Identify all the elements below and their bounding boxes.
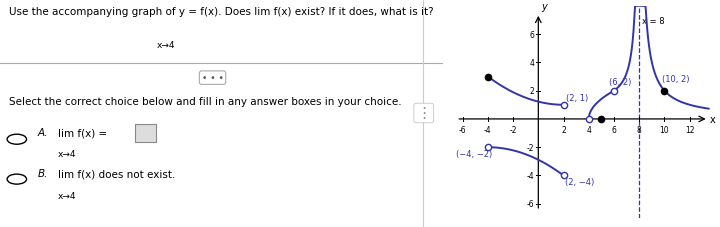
Text: lim f(x) does not exist.: lim f(x) does not exist. (58, 169, 175, 179)
Text: (−4, −2): (−4, −2) (456, 149, 492, 158)
Text: x: x (710, 114, 716, 124)
Text: • • •: • • • (202, 74, 223, 83)
Text: 12: 12 (685, 125, 695, 134)
Text: y: y (541, 2, 546, 12)
Text: 6: 6 (611, 125, 616, 134)
Text: (6, 2): (6, 2) (609, 77, 631, 86)
Text: 4: 4 (530, 59, 534, 68)
Text: 2: 2 (561, 125, 566, 134)
Text: x = 8: x = 8 (642, 17, 665, 26)
Text: (10, 2): (10, 2) (662, 74, 690, 83)
FancyBboxPatch shape (135, 125, 156, 142)
Text: x→4: x→4 (58, 191, 76, 200)
Text: lim f(x) =: lim f(x) = (58, 128, 107, 138)
Text: 8: 8 (637, 125, 642, 134)
Text: 4: 4 (586, 125, 591, 134)
Text: Use the accompanying graph of y = f(x). Does lim f(x) exist? If it does, what is: Use the accompanying graph of y = f(x). … (9, 7, 433, 17)
Text: A.: A. (37, 128, 48, 138)
Text: x→4: x→4 (58, 150, 76, 159)
Text: -4: -4 (484, 125, 492, 134)
Text: (2, −4): (2, −4) (564, 177, 594, 186)
Text: x→4: x→4 (157, 41, 176, 50)
Text: ⋮: ⋮ (416, 106, 431, 121)
Text: 6: 6 (530, 30, 534, 39)
Text: 10: 10 (660, 125, 670, 134)
Text: 2: 2 (530, 87, 534, 96)
Text: -4: -4 (527, 171, 534, 180)
Text: B.: B. (37, 169, 48, 179)
Text: -6: -6 (527, 199, 534, 208)
Text: Select the correct choice below and fill in any answer boxes in your choice.: Select the correct choice below and fill… (9, 96, 402, 106)
Text: (2, 1): (2, 1) (566, 94, 588, 102)
Text: -2: -2 (509, 125, 517, 134)
Text: -6: -6 (459, 125, 467, 134)
Text: -2: -2 (527, 143, 534, 152)
